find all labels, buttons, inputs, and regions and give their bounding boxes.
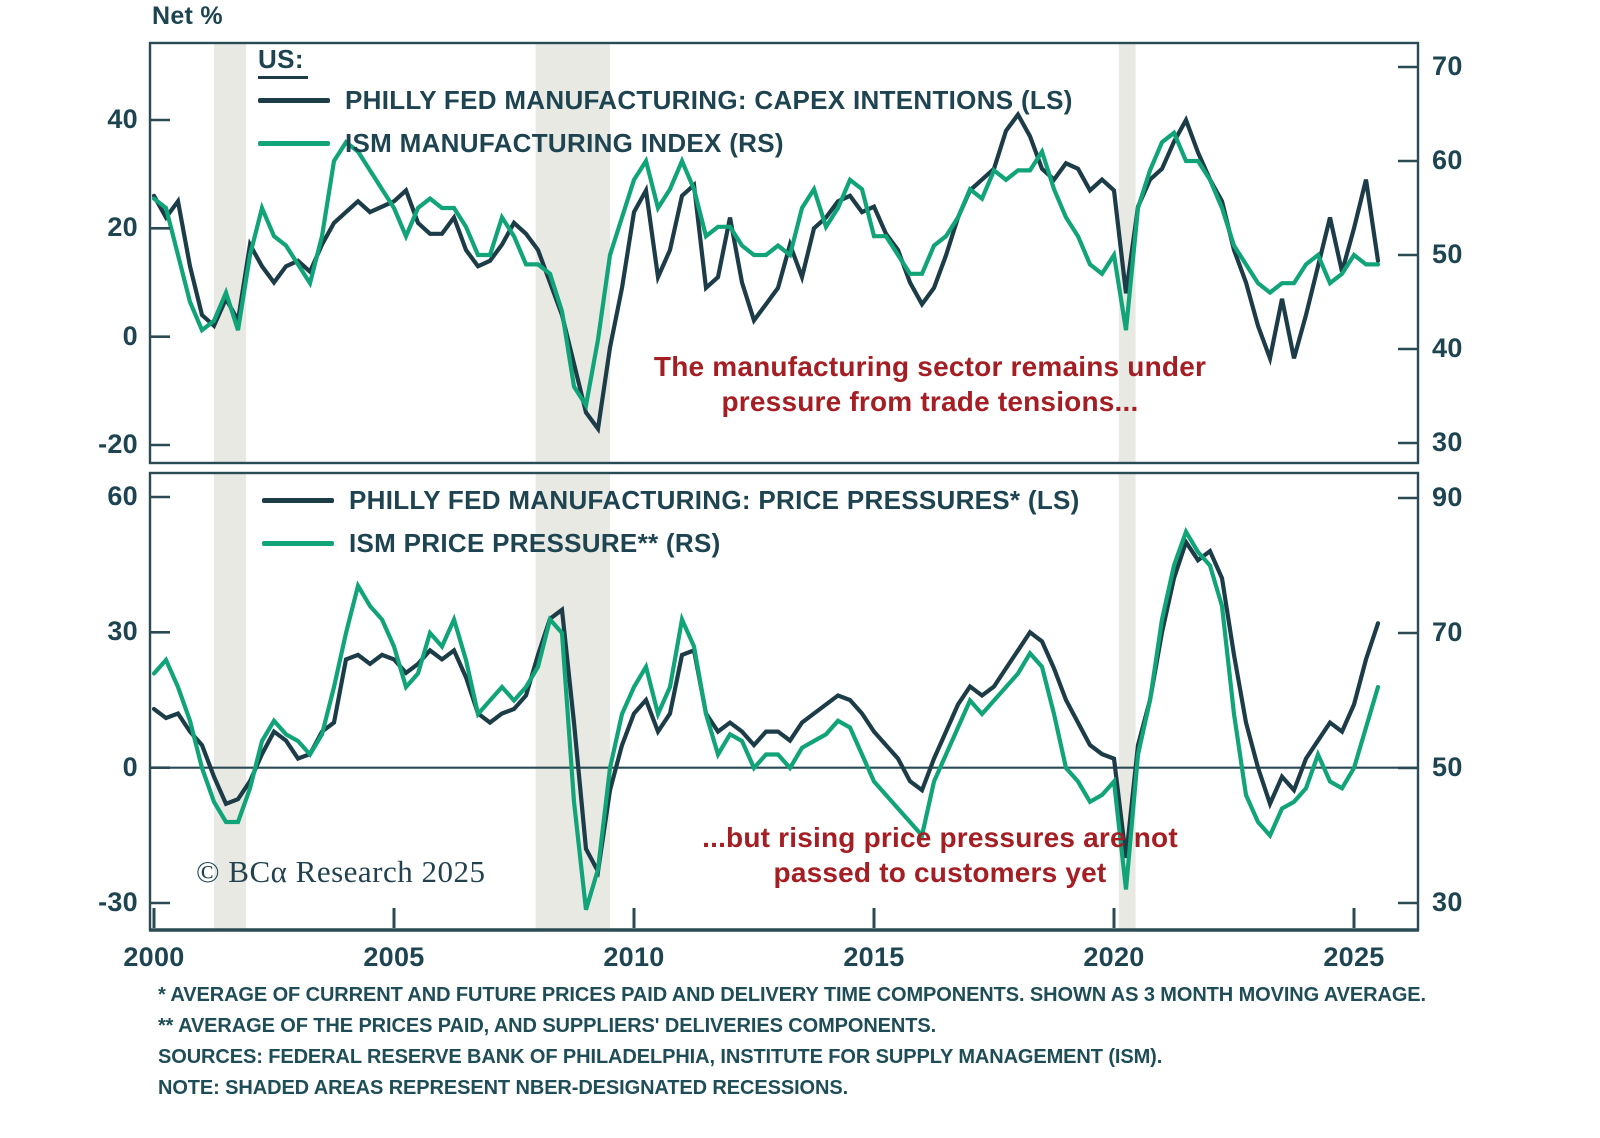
annotation-top-line2: pressure from trade tensions... [721,386,1139,417]
footnote-4: NOTE: SHADED AREAS REPRESENT NBER-DESIGN… [158,1077,849,1099]
left-axis-tick-label: -30 [98,887,138,917]
watermark: © BCα Research 2025 [196,854,486,889]
right-axis-tick-label: 50 [1432,752,1463,782]
left-axis-tick-label: 0 [122,751,138,782]
x-axis-tick-label: 2005 [363,942,425,972]
right-axis-tick-label: 30 [1432,887,1463,917]
x-axis-tick-label: 2020 [1083,942,1145,972]
recession-band [1118,43,1136,463]
footnote-2: ** AVERAGE OF THE PRICES PAID, AND SUPPL… [158,1015,937,1037]
legend-label-philly-prices: PHILLY FED MANUFACTURING: PRICE PRESSURE… [349,485,1080,515]
recession-band [535,43,610,463]
x-axis-tick-label: 2000 [123,942,185,972]
philly-prices-line-swatch [262,498,334,503]
series-line [151,110,1381,435]
annotation-bottom: ...but rising price pressures are not pa… [620,820,1260,890]
annotation-bottom-line1: ...but rising price pressures are not [702,822,1178,853]
left-axis-tick-label: 20 [107,212,138,243]
left-axis-tick-label: 0 [122,320,138,351]
series-line [151,537,1381,879]
annotation-top: The manufacturing sector remains under p… [560,349,1300,419]
legend-entry-capex: PHILLY FED MANUFACTURING: CAPEX INTENTIO… [258,79,1073,122]
y-axis-title: Net % [152,2,223,30]
panel-border [148,41,1420,465]
right-axis-tick-label: 90 [1432,482,1463,512]
x-axis-tick-label: 2010 [603,942,665,972]
annotation-bottom-line2: passed to customers yet [773,857,1107,888]
legend-entry-ism-prices: ISM PRICE PRESSURE** (RS) [262,522,1080,565]
left-axis-tick-label: 40 [107,104,138,134]
ism-line-swatch [258,141,330,146]
right-axis-tick-label: 70 [1432,51,1463,81]
ism-prices-line-swatch [262,541,334,546]
right-axis-tick-label: 40 [1432,333,1463,363]
left-axis-tick-label: 30 [107,616,138,647]
series-line [151,526,1381,911]
legend-label-capex: PHILLY FED MANUFACTURING: CAPEX INTENTIO… [345,85,1073,115]
footnotes: * AVERAGE OF CURRENT AND FUTURE PRICES P… [158,980,1458,1104]
x-axis-tick-label: 2025 [1323,942,1385,972]
legend-entry-ism: ISM MANUFACTURING INDEX (RS) [258,122,1073,165]
legend-bottom: PHILLY FED MANUFACTURING: PRICE PRESSURE… [262,479,1080,565]
series-line [151,129,1381,412]
right-axis-tick-label: 60 [1432,145,1463,175]
right-axis-tick-label: 30 [1432,427,1463,457]
right-axis-tick-label: 50 [1432,239,1463,269]
left-axis-tick-label: 60 [107,481,138,511]
legend-label-ism: ISM MANUFACTURING INDEX (RS) [345,128,784,158]
recession-band [214,473,247,930]
right-axis-tick-label: 70 [1432,617,1463,647]
annotation-top-line1: The manufacturing sector remains under [653,351,1207,382]
legend-region-label: US: [258,44,308,79]
left-axis-tick-label: -20 [98,429,138,459]
legend-label-ism-prices: ISM PRICE PRESSURE** (RS) [349,528,721,558]
capex-line-swatch [258,98,330,103]
footnote-1: * AVERAGE OF CURRENT AND FUTURE PRICES P… [158,984,1426,1006]
x-axis-tick-label: 2015 [843,942,905,972]
recession-band [214,43,247,463]
footnote-3: SOURCES: FEDERAL RESERVE BANK OF PHILADE… [158,1046,1163,1068]
legend-entry-philly-prices: PHILLY FED MANUFACTURING: PRICE PRESSURE… [262,479,1080,522]
legend-top: US: PHILLY FED MANUFACTURING: CAPEX INTE… [258,44,1073,165]
